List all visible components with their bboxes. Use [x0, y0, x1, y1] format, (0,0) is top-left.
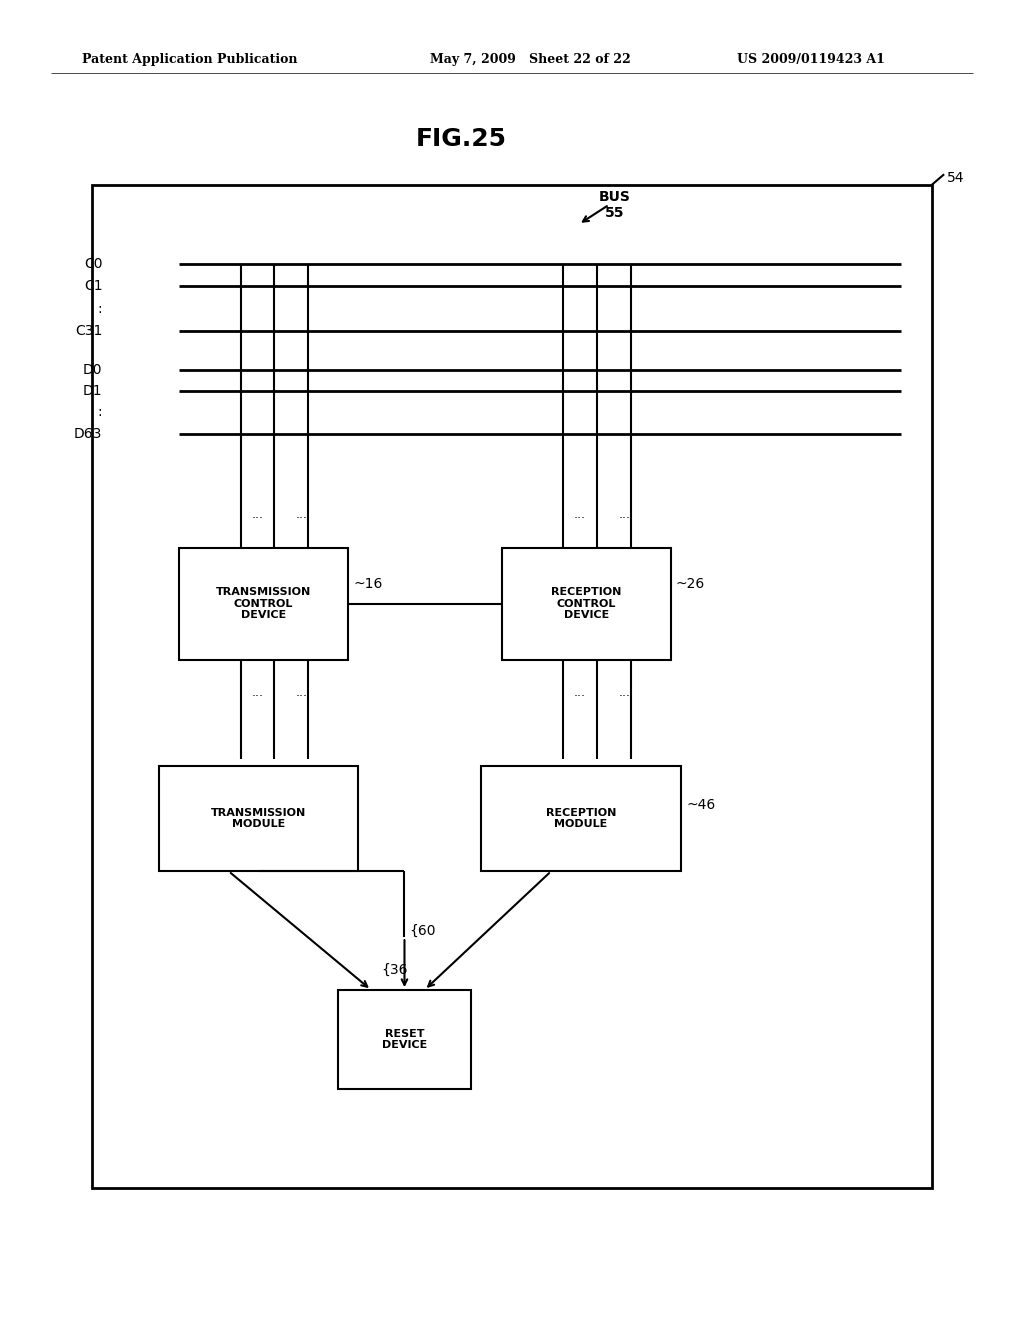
Text: TRANSMISSION
CONTROL
DEVICE: TRANSMISSION CONTROL DEVICE: [216, 587, 311, 620]
Text: RESET
DEVICE: RESET DEVICE: [382, 1028, 427, 1051]
Text: D1: D1: [83, 384, 102, 397]
Text: C0: C0: [84, 257, 102, 271]
Text: :: :: [97, 405, 102, 418]
FancyBboxPatch shape: [92, 185, 932, 1188]
Text: C31: C31: [75, 325, 102, 338]
Text: {36: {36: [382, 964, 408, 977]
Text: D0: D0: [83, 363, 102, 376]
FancyBboxPatch shape: [502, 548, 671, 660]
FancyBboxPatch shape: [159, 766, 358, 871]
Text: C1: C1: [84, 280, 102, 293]
Text: ...: ...: [252, 686, 263, 700]
Text: ...: ...: [574, 508, 586, 521]
Text: D63: D63: [74, 428, 102, 441]
FancyBboxPatch shape: [338, 990, 471, 1089]
Text: ...: ...: [296, 508, 307, 521]
Text: ...: ...: [252, 508, 263, 521]
FancyBboxPatch shape: [481, 766, 681, 871]
Text: ...: ...: [618, 508, 630, 521]
FancyBboxPatch shape: [179, 548, 348, 660]
Text: :: :: [97, 302, 102, 315]
Text: ...: ...: [618, 686, 630, 700]
Text: ~16: ~16: [353, 577, 383, 591]
Text: ~46: ~46: [686, 799, 716, 812]
Text: May 7, 2009   Sheet 22 of 22: May 7, 2009 Sheet 22 of 22: [430, 53, 631, 66]
Text: {60: {60: [410, 924, 436, 937]
Text: TRANSMISSION
MODULE: TRANSMISSION MODULE: [211, 808, 306, 829]
Text: 54: 54: [947, 172, 965, 185]
Text: RECEPTION
MODULE: RECEPTION MODULE: [546, 808, 616, 829]
Text: FIG.25: FIG.25: [416, 127, 506, 150]
Text: ...: ...: [296, 686, 307, 700]
Text: RECEPTION
CONTROL
DEVICE: RECEPTION CONTROL DEVICE: [551, 587, 622, 620]
Text: ...: ...: [574, 686, 586, 700]
Text: US 2009/0119423 A1: US 2009/0119423 A1: [737, 53, 885, 66]
Text: Patent Application Publication: Patent Application Publication: [82, 53, 297, 66]
Text: ~26: ~26: [676, 577, 706, 591]
Text: BUS
55: BUS 55: [598, 190, 631, 219]
